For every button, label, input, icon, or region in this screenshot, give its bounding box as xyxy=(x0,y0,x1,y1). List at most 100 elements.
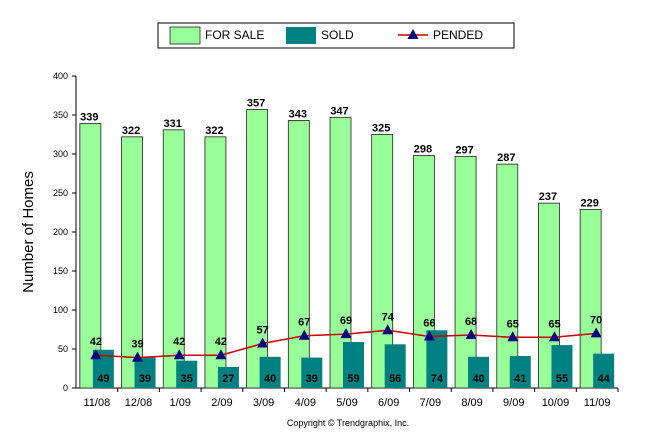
pended-marker xyxy=(548,331,560,342)
bar-for-sale xyxy=(538,202,560,389)
x-tick-label: 3/09 xyxy=(253,397,274,409)
data-label-for-sale: 325 xyxy=(372,123,390,135)
pended-marker xyxy=(590,327,602,338)
y-axis-title: Number of Homes xyxy=(20,171,37,293)
data-label-sold: 55 xyxy=(556,373,568,385)
bar-sold xyxy=(593,353,615,388)
data-label-for-sale: 237 xyxy=(539,191,557,203)
bar-sold xyxy=(468,356,490,388)
data-label-sold: 40 xyxy=(264,373,276,385)
bar-sold xyxy=(134,357,156,388)
bar-for-sale xyxy=(246,109,269,389)
data-label-for-sale: 331 xyxy=(164,118,182,130)
legend-marker-pended xyxy=(407,29,419,39)
y-tick-label: 300 xyxy=(53,149,68,159)
pended-marker xyxy=(507,331,519,342)
pended-marker xyxy=(423,330,435,341)
data-label-sold: 41 xyxy=(514,373,526,385)
bar-sold xyxy=(176,360,198,388)
bar-for-sale xyxy=(454,155,477,389)
data-label-pended: 65 xyxy=(548,318,560,330)
data-label-for-sale: 287 xyxy=(497,152,515,164)
y-tick-label: 350 xyxy=(53,110,68,120)
bar-sold xyxy=(343,341,364,388)
y-tick-label: 50 xyxy=(58,344,68,354)
data-label-pended: 69 xyxy=(340,315,352,327)
legend-label-sold: SOLD xyxy=(321,28,354,42)
data-label-pended: 74 xyxy=(382,311,395,323)
data-label-sold: 56 xyxy=(389,373,401,385)
bar-sold xyxy=(426,330,448,388)
x-tick-label: 10/09 xyxy=(542,397,570,409)
data-label-sold: 74 xyxy=(431,373,444,385)
y-tick-label: 400 xyxy=(53,71,68,81)
bar-sold xyxy=(509,356,531,388)
pended-marker xyxy=(465,328,477,339)
data-label-for-sale: 298 xyxy=(414,144,432,156)
bar-for-sale xyxy=(371,134,394,389)
x-tick-label: 5/09 xyxy=(336,397,357,409)
data-label-pended: 66 xyxy=(423,318,435,330)
legend-label-pended: PENDED xyxy=(433,28,483,42)
legend-box xyxy=(157,22,515,49)
bar-for-sale xyxy=(204,136,227,389)
pended-marker xyxy=(298,329,310,340)
data-label-sold: 40 xyxy=(472,373,484,385)
bar-for-sale xyxy=(412,155,435,389)
x-tick-label: 6/09 xyxy=(378,397,399,409)
data-label-pended: 42 xyxy=(173,336,185,348)
data-label-sold: 39 xyxy=(139,373,151,385)
data-label-for-sale: 347 xyxy=(330,105,348,117)
pended-marker xyxy=(257,337,269,348)
data-label-pended: 39 xyxy=(131,339,143,351)
pended-marker xyxy=(215,349,227,360)
bar-for-sale xyxy=(329,116,352,389)
legend-swatch-sold xyxy=(286,27,316,44)
pended-marker xyxy=(90,349,102,360)
data-label-sold: 49 xyxy=(97,373,109,385)
x-tick-label: 2/09 xyxy=(211,397,232,409)
pended-marker xyxy=(173,349,185,360)
y-tick-label: 200 xyxy=(53,227,68,237)
data-label-pended: 67 xyxy=(298,317,310,329)
bar-for-sale xyxy=(579,208,602,389)
legend-swatch-for-sale xyxy=(169,26,201,45)
data-label-for-sale: 357 xyxy=(247,98,265,110)
pended-marker xyxy=(340,328,352,339)
data-label-pended: 70 xyxy=(590,314,602,326)
pended-marker xyxy=(132,351,144,362)
data-label-for-sale: 343 xyxy=(289,108,307,120)
bar-for-sale xyxy=(496,163,519,389)
data-label-for-sale: 322 xyxy=(205,125,223,137)
data-label-for-sale: 322 xyxy=(122,125,140,137)
x-tick-label: 4/09 xyxy=(295,397,316,409)
bar-sold xyxy=(92,349,114,388)
x-tick-label: 8/09 xyxy=(461,397,482,409)
bar-for-sale xyxy=(162,129,185,389)
bar-sold xyxy=(384,344,406,388)
data-label-for-sale: 229 xyxy=(580,197,598,209)
x-tick-label: 11/08 xyxy=(83,397,110,409)
bar-for-sale xyxy=(121,136,143,389)
data-label-pended: 65 xyxy=(507,318,519,330)
bar-for-sale xyxy=(79,123,102,389)
x-tick-label: 9/09 xyxy=(503,397,524,409)
bar-sold xyxy=(301,357,323,388)
data-label-pended: 42 xyxy=(90,336,102,348)
y-tick-label: 100 xyxy=(53,305,68,315)
legend-label-for-sale: FOR SALE xyxy=(205,28,264,42)
data-label-pended: 68 xyxy=(465,316,477,328)
x-tick-label: 11/09 xyxy=(584,397,611,409)
pended-marker xyxy=(382,324,394,335)
bar-for-sale xyxy=(287,120,310,389)
bar-sold xyxy=(551,345,573,388)
data-label-sold: 39 xyxy=(306,373,318,385)
data-label-for-sale: 339 xyxy=(80,112,98,124)
x-tick-label: 1/09 xyxy=(170,397,191,409)
data-label-sold: 35 xyxy=(181,373,193,385)
data-label-sold: 44 xyxy=(598,373,611,385)
bar-sold xyxy=(217,366,239,388)
x-tick-label: 7/09 xyxy=(420,397,441,409)
